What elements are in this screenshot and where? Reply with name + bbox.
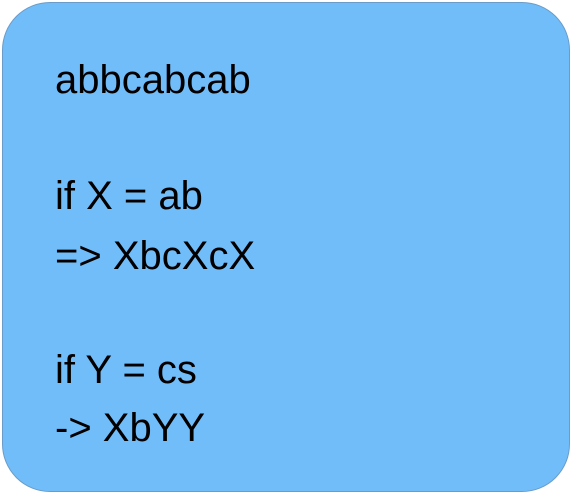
result-y-text: -> XbYY — [55, 406, 206, 450]
rule-y-text: if Y = cs — [55, 348, 197, 392]
sequence-text: abbcabcab — [55, 58, 251, 102]
rule-x-text: if X = ab — [55, 174, 203, 218]
note-card: abbcabcab if X = ab => XbcXcX if Y = cs … — [2, 2, 570, 492]
result-x-text: => XbcXcX — [55, 234, 256, 278]
